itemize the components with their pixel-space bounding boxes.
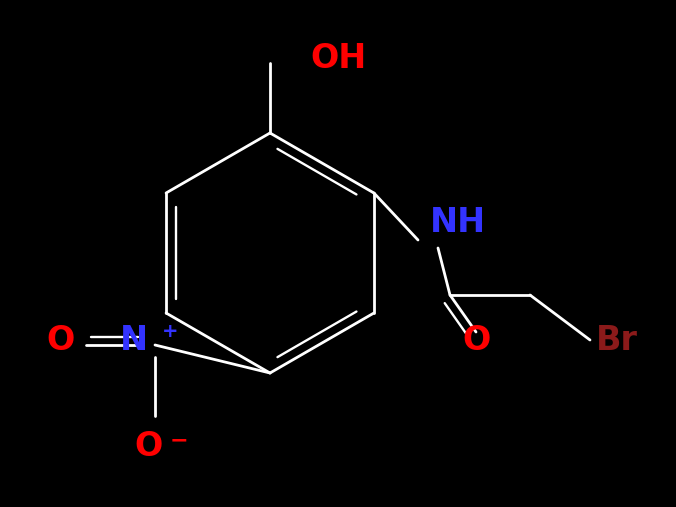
Text: OH: OH xyxy=(310,42,366,75)
Text: N: N xyxy=(120,323,148,356)
Text: O: O xyxy=(134,430,162,463)
Text: NH: NH xyxy=(430,205,486,238)
Text: O: O xyxy=(46,323,74,356)
Text: −: − xyxy=(170,430,189,450)
Text: O: O xyxy=(462,323,490,356)
Text: +: + xyxy=(162,322,178,341)
Text: Br: Br xyxy=(596,323,638,356)
